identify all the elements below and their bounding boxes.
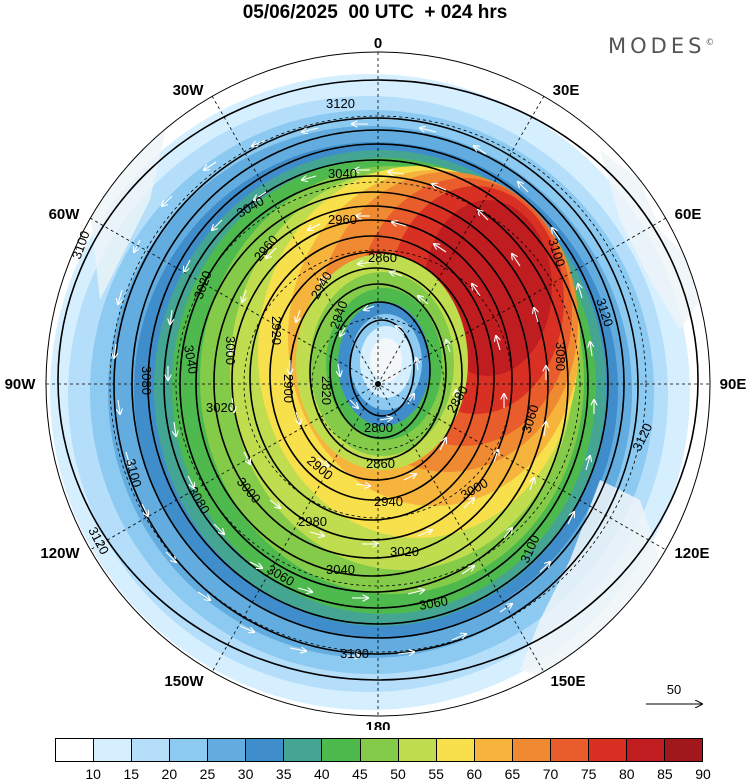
contour-label: 3080 [553, 342, 568, 371]
colorbar-tick-label: 85 [657, 766, 673, 782]
colorbar-tick-label: 40 [314, 766, 330, 782]
colorbar-swatch [56, 739, 95, 761]
map-title: 05/06/2025 00 UTC + 024 hrs [242, 2, 508, 23]
lon-label-30e: 30E [553, 82, 580, 99]
colorbar-swatch [436, 739, 475, 761]
copyright-mark: © [705, 38, 715, 48]
colorbar-swatch [322, 739, 361, 761]
lon-label-0: 0 [374, 35, 382, 52]
colorbar-swatch [132, 739, 171, 761]
colorbar-swatch [246, 739, 285, 761]
colorbar-tick-label: 80 [618, 766, 635, 782]
colorbar-tick-label: 60 [466, 766, 483, 782]
contour-label: 2940 [374, 494, 403, 509]
colorbar-labels: 10 15 20 25 30 35 40 45 50 55 60 65 70 75 80 85 90 [55, 766, 710, 782]
colorbar-swatch [512, 739, 551, 761]
reference-vector: 50 [646, 682, 710, 712]
lon-label-60e: 60E [675, 206, 702, 223]
contour-label: 2920 [269, 316, 284, 345]
colorbar-swatch [208, 739, 247, 761]
colorbar-swatch [94, 739, 133, 761]
lon-label-120e: 120E [674, 545, 709, 562]
pole-marker [375, 381, 381, 387]
colorbar-tick-label: 55 [428, 766, 444, 782]
contour-label: 2860 [368, 250, 397, 265]
colorbar [55, 738, 703, 762]
colorbar-tick-label: 35 [275, 766, 292, 782]
reference-vector-label: 50 [667, 682, 681, 697]
colorbar-tick-label: 15 [123, 766, 140, 782]
colorbar-swatch [360, 739, 399, 761]
colorbar-tick-label: 30 [237, 766, 254, 782]
colorbar-swatch [550, 739, 589, 761]
colorbar-tick-label: 45 [352, 766, 368, 782]
colorbar-swatch [626, 739, 665, 761]
map-boundary [45, 51, 711, 717]
contour-label: 3040 [326, 562, 355, 577]
longitude-labels: 0 30E 60E 90E 120E 150E 180 150W 120W 90… [5, 35, 747, 730]
colorbar-swatch [398, 739, 437, 761]
contour-label: 3000 [223, 336, 238, 365]
contour-label: 2820 [319, 376, 334, 405]
contour-label: 3020 [390, 544, 419, 559]
contour-label: 3080 [139, 366, 154, 395]
colorbar-tick-label: 20 [161, 766, 178, 782]
contour-label: 2960 [328, 212, 357, 227]
lon-label-90w: 90W [5, 376, 37, 393]
contour-label: 3060 [418, 593, 449, 613]
colorbar-tick-label: 75 [580, 766, 597, 782]
colorbar-swatch [284, 739, 323, 761]
colorbar-tick-label: 70 [542, 766, 559, 782]
brand-text: MODES [608, 34, 706, 58]
contour-label: 3020 [206, 400, 235, 415]
colorbar-tick-label: 65 [504, 766, 521, 782]
contour-label: 3100 [340, 646, 369, 661]
lon-label-30w: 30W [173, 82, 205, 99]
colorbar-swatch [474, 739, 513, 761]
colorbar-swatch [170, 739, 209, 761]
lon-label-150e: 150E [550, 673, 585, 690]
contour-label: 2900 [281, 374, 296, 403]
lon-label-180: 180 [365, 719, 390, 730]
contour-label: 2800 [364, 420, 393, 435]
contour-label: 2860 [366, 456, 395, 471]
modes-logo: MODES© [608, 34, 714, 58]
contour-label: 2980 [298, 514, 327, 529]
contour-label: 3040 [181, 344, 201, 375]
lon-label-60w: 60W [49, 206, 81, 223]
colorbar-tick-label: 50 [390, 766, 406, 782]
colorbar-swatch [588, 739, 627, 761]
lon-label-150w: 150W [164, 673, 204, 690]
contour-label: 3120 [326, 96, 355, 111]
colorbar-swatch [665, 739, 703, 761]
colorbar-tick-label: 90 [695, 766, 711, 782]
wind-vectors [114, 124, 594, 656]
colorbar-tick-label: 10 [85, 766, 101, 782]
colorbar-tick-label: 25 [199, 766, 216, 782]
contour-label: 3040 [328, 166, 357, 181]
lon-label-120w: 120W [40, 545, 80, 562]
contour-label: 3100 [123, 457, 145, 489]
polar-map: 3120 3120 3120 3120 3100 3100 3100 3100 … [5, 35, 747, 730]
lon-label-90e: 90E [720, 376, 747, 393]
